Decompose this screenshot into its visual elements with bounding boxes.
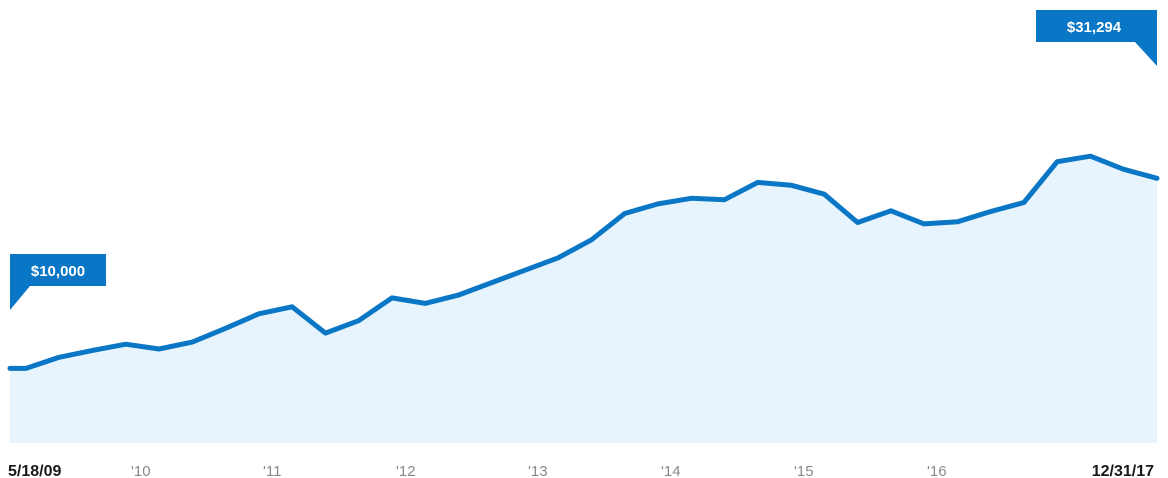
start-value-callout: $10,000 [10,254,106,310]
x-tick-label: 5/18/09 [8,463,61,478]
x-tick-label: '10 [131,463,151,478]
end-value-callout: $31,294 [1036,10,1157,66]
end-value-label: $31,294 [1067,19,1122,36]
x-tick-label: '13 [528,463,548,478]
end-callout-flag [1036,10,1157,66]
x-tick-label: 12/31/17 [1092,463,1154,478]
start-callout-flag [10,254,106,310]
x-tick-label: '15 [794,463,814,478]
x-tick-label: '12 [396,463,416,478]
start-value-label: $10,000 [31,263,85,280]
x-tick-label: '16 [927,463,947,478]
x-tick-label: '14 [661,463,681,478]
area-fill [10,156,1157,443]
x-axis-ticks: 5/18/09 '10 '11 '12 '13 '14 '15 '16 12/31/17 [8,463,1154,478]
x-tick-label: '11 [263,463,281,478]
series-line [7,153,1160,371]
